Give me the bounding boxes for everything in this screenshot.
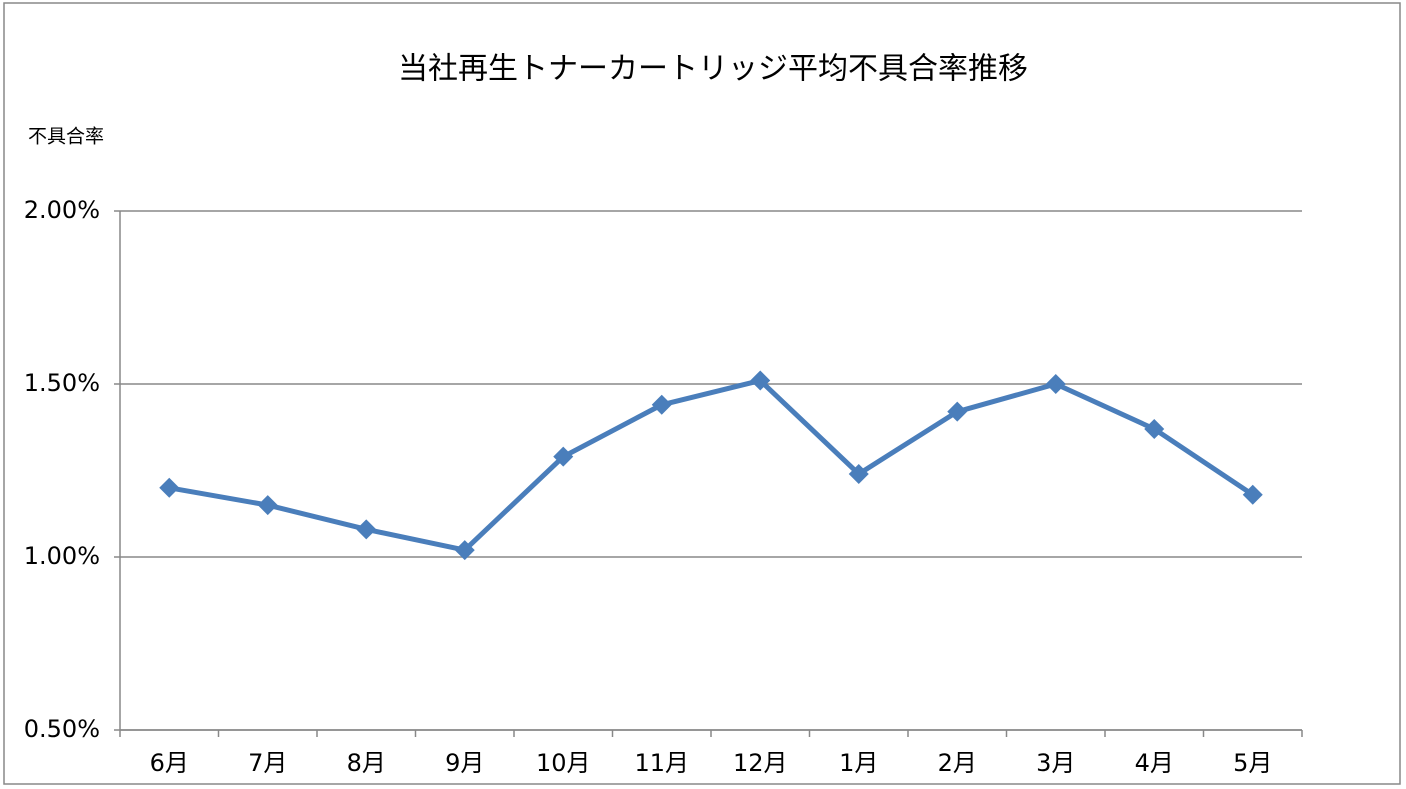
- x-tick-label: 7月: [248, 749, 287, 777]
- x-tick-label: 12月: [733, 749, 788, 777]
- x-tick-label: 10月: [536, 749, 591, 777]
- y-tick-label: 1.00%: [24, 542, 100, 570]
- x-tick-label: 8月: [347, 749, 386, 777]
- data-point: [454, 540, 475, 561]
- y-tick-label: 0.50%: [24, 715, 100, 743]
- x-tick-label: 3月: [1036, 749, 1075, 777]
- data-point: [750, 370, 771, 391]
- data-point: [356, 519, 377, 540]
- x-tick-label: 6月: [150, 749, 189, 777]
- x-tick-label: 4月: [1135, 749, 1174, 777]
- y-tick-label: 2.00%: [24, 196, 100, 224]
- data-point: [1045, 374, 1066, 394]
- data-point: [947, 401, 968, 422]
- data-line: [168, 378, 1255, 553]
- x-tick-label: 11月: [634, 749, 689, 777]
- data-point: [651, 394, 672, 415]
- x-tick-label: 1月: [839, 749, 878, 777]
- data-point: [159, 477, 180, 498]
- x-tick-label: 2月: [938, 749, 977, 777]
- x-tick-label: 9月: [445, 749, 484, 777]
- data-point: [1144, 418, 1165, 439]
- data-point: [848, 463, 869, 484]
- x-tick-label: 5月: [1233, 749, 1272, 777]
- y-tick-label: 1.50%: [24, 369, 100, 397]
- y-axis-label: 不具合率: [28, 126, 104, 148]
- chart-title: 当社再生トナーカートリッジ平均不具合率推移: [398, 52, 1028, 87]
- data-point: [1242, 484, 1263, 505]
- data-point: [257, 495, 278, 516]
- data-point: [553, 446, 574, 467]
